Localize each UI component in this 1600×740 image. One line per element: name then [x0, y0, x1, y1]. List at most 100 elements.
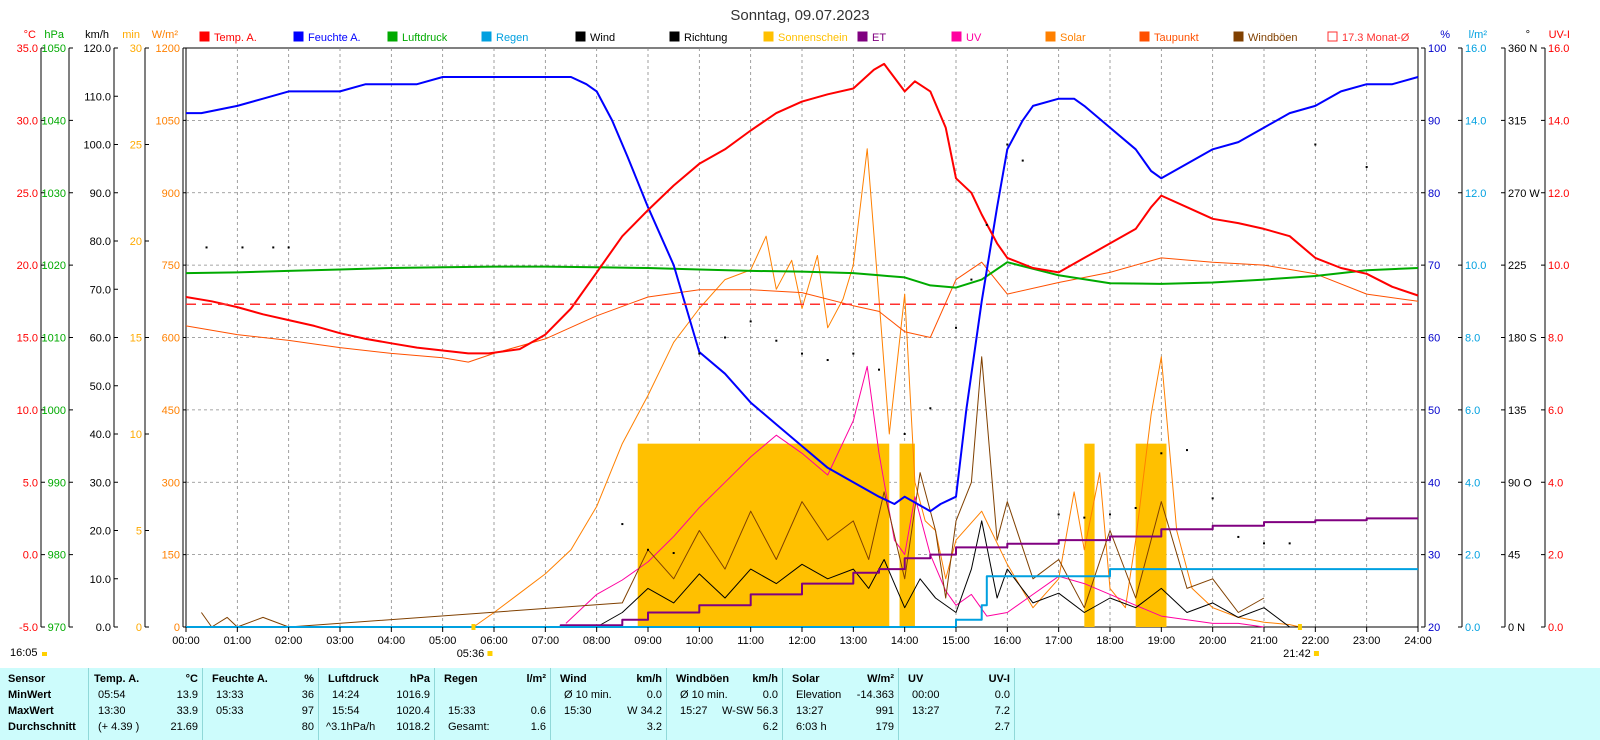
humidity-avg: 80 — [301, 721, 314, 733]
pressure-min-time: 14:24 — [332, 689, 360, 701]
temp-avg-note: (+ 4.39 ) — [98, 721, 140, 733]
legend-swatch — [763, 31, 774, 42]
x-tick-label: 23:00 — [1353, 635, 1381, 647]
sunset-label: 21:42 — [1283, 648, 1311, 660]
left-axis-tick-label: 70.0 — [90, 284, 111, 296]
left-axis-tick-label: 30 — [130, 43, 142, 55]
left-axis-tick-label: 100.0 — [83, 140, 111, 152]
left-axis-tick-label: 110.0 — [84, 91, 111, 103]
chart-plot-area — [185, 62, 1419, 628]
left-axis-tick-label: 80.0 — [90, 236, 111, 248]
left-axis-tick-label: 20.0 — [90, 526, 111, 538]
x-tick-label: 07:00 — [532, 635, 560, 647]
legend-swatch — [481, 31, 492, 42]
chart-title: Sonntag, 09.07.2023 — [730, 7, 869, 24]
stats-separator — [202, 668, 203, 740]
legend-swatch — [575, 31, 586, 42]
stats-header: W/m² — [867, 673, 894, 685]
stats-header: °C — [185, 673, 198, 685]
direction-point — [1288, 542, 1291, 545]
left-axis-tick-label: 30.0 — [90, 477, 111, 489]
left-axis-tick-label: 0 — [174, 622, 180, 634]
right-axis-tick-label: 90 — [1428, 115, 1440, 127]
right-axis-tick-label: 270 W — [1508, 188, 1540, 200]
left-axis-tick-label: 1050 — [156, 115, 180, 127]
legend-label: Feuchte A. — [308, 32, 361, 44]
right-axis-tick-label: 30 — [1428, 550, 1440, 562]
stats-header: UV-I — [988, 673, 1010, 685]
x-tick-label: 05:00 — [429, 635, 457, 647]
direction-point — [672, 552, 675, 555]
x-tick-label: 14:00 — [891, 635, 919, 647]
stats-separator — [1014, 668, 1015, 740]
stats-header: Sensor — [8, 673, 46, 685]
direction-point — [903, 433, 906, 435]
direction-point — [1237, 535, 1240, 538]
stats-separator — [318, 668, 319, 740]
x-tick-label: 15:00 — [942, 635, 970, 647]
right-axis-tick-label: 135 — [1508, 405, 1526, 417]
right-axis-tick-label: 2.0 — [1548, 550, 1563, 562]
right-axis-tick-label: 2.0 — [1465, 550, 1480, 562]
stats-separator — [434, 668, 435, 740]
gusts-min-label: Ø 10 min. — [680, 689, 728, 701]
legend-label: 17.3 Monat-Ø — [1342, 32, 1410, 44]
chart-legend: Temp. A. Feuchte A. Luftdruck Regen Wind Rich… — [199, 31, 1410, 44]
stats-header: Regen — [444, 673, 478, 685]
stats-table: Sensor Temp. A. °C Feuchte A.% Luftdruck hPa R… — [0, 668, 1600, 740]
direction-point — [801, 352, 803, 355]
x-tick-label: 10:00 — [686, 635, 714, 647]
x-tick-label: 24:00 — [1404, 635, 1432, 647]
left-axis-tick-label: 980 — [48, 550, 66, 562]
stats-header: l/m² — [526, 673, 546, 685]
direction-point — [241, 246, 244, 249]
stats-separator — [550, 668, 551, 740]
temp-min-time: 05:54 — [98, 689, 126, 701]
left-axis-unit: °C — [24, 29, 36, 41]
gusts-line — [200, 356, 1265, 628]
rain-total: 1.6 — [530, 721, 546, 733]
x-tick-label: 00:00 — [172, 635, 200, 647]
left-axis-tick-label: 50.0 — [90, 381, 111, 393]
direction-point — [1006, 143, 1009, 146]
left-axis-tick-label: 20.0 — [17, 260, 38, 272]
stats-header: Luftdruck — [328, 673, 379, 685]
wind-max-time: 15:30 — [564, 705, 592, 717]
gusts-avg: 6.2 — [762, 721, 778, 733]
left-axis-tick-label: 0 — [136, 622, 142, 634]
left-axis-tick-label: 20 — [130, 236, 142, 248]
sunset-marker — [1297, 624, 1302, 630]
x-tick-label: 13:00 — [840, 635, 868, 647]
legend-label: Regen — [496, 32, 528, 44]
sunset-sun-icon — [1313, 651, 1319, 656]
solar-line — [473, 148, 1301, 628]
left-axis-tick-label: 150 — [162, 550, 180, 562]
x-tick-label: 11:00 — [737, 635, 764, 647]
legend-label: Luftdruck — [402, 32, 448, 44]
x-tick-label: 12:00 — [788, 635, 816, 647]
direction-point — [955, 326, 957, 329]
left-axis-tick-label: 0.0 — [96, 622, 111, 634]
direction-point — [1134, 506, 1137, 509]
pressure-max-time: 15:54 — [332, 705, 360, 717]
sunrise-marker — [471, 624, 476, 630]
direction-point — [724, 336, 726, 339]
right-axis-tick-label: 6.0 — [1465, 405, 1480, 417]
direction-point — [852, 352, 855, 355]
pressure-avg: 1018.2 — [396, 721, 430, 733]
right-axis-tick-label: 12.0 — [1548, 188, 1569, 200]
wind-avg: 3.2 — [646, 721, 662, 733]
left-axis-tick-label: 970 — [48, 622, 66, 634]
direction-point — [272, 246, 275, 249]
temp-min: 13.9 — [176, 689, 198, 701]
uv-max-time: 13:27 — [912, 705, 940, 717]
right-axis-tick-label: 180 S — [1508, 333, 1537, 345]
left-axis-tick-label: 300 — [162, 477, 180, 489]
right-axis-tick-label: 4.0 — [1465, 477, 1480, 489]
left-axis-tick-label: -5.0 — [19, 622, 38, 634]
left-axis-tick-label: 120.0 — [83, 43, 111, 55]
right-axis-unit: % — [1440, 29, 1450, 41]
legend-swatch — [199, 31, 210, 42]
gusts-min: 0.0 — [762, 689, 778, 701]
legend-swatch — [669, 31, 680, 42]
